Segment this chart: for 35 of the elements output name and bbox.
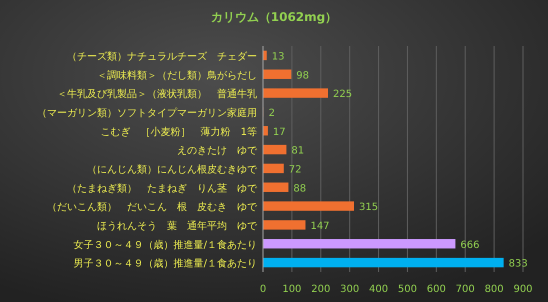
data-label: 17 [272,126,286,138]
x-tick-label: 0 [260,284,266,295]
y-tick-label: （だいこん類） だいこん 根 皮むき ゆで [47,201,258,214]
data-label: 2 [268,108,275,119]
y-tick-label: 女子３０～４９（歳）推進量/１食あたり [74,238,257,251]
y-tick-label: ＜調味料類＞（だし類）鳥がらだし [97,69,257,82]
chart-title: カリウム（1062mg） [210,10,338,24]
data-label: 81 [291,146,304,157]
data-label: 72 [288,164,302,176]
x-tick-label: 700 [456,284,475,295]
x-tick-label: 500 [398,284,417,295]
y-tick-label: （チーズ類）ナチュラルチーズ チェダー [67,50,257,62]
data-label: 833 [508,258,528,270]
y-tick-label: 男子３０～４９（歳）推進量/１食あたり [74,258,257,270]
x-tick-label: 200 [311,284,330,295]
x-tick-label: 400 [369,284,388,295]
y-tick-label: ほうれんそう 葉 通年平均 ゆで [97,220,258,232]
x-tick-label: 800 [484,284,504,295]
y-tick-label: （マーガリン類）ソフトタイプマーガリン家庭用 [37,106,257,119]
x-tick-label: 300 [340,284,360,295]
y-tick-label: （たまねぎ類） たまねぎ りん茎 ゆで [67,182,258,194]
data-label: 315 [359,202,378,214]
data-label: 147 [310,220,330,232]
y-tick-label: えのきたけ ゆで [177,146,258,157]
x-tick-label: 600 [426,284,446,295]
data-label: 13 [272,51,284,62]
y-tick-label: ＜牛乳及び乳製品＞（液状乳類） 普通牛乳 [57,88,257,100]
y-tick-label: （にんじん類）にんじん根皮むきゆで [87,163,258,176]
data-label: 98 [296,70,310,82]
data-label: 225 [333,89,352,100]
data-label: 88 [293,183,306,194]
y-tick-label: こむぎ ［小麦粉］ 薄力粉 1等 [100,126,257,138]
data-label: 666 [460,240,480,251]
x-tick-label: 900 [513,284,533,295]
x-tick-label: 100 [282,284,302,295]
